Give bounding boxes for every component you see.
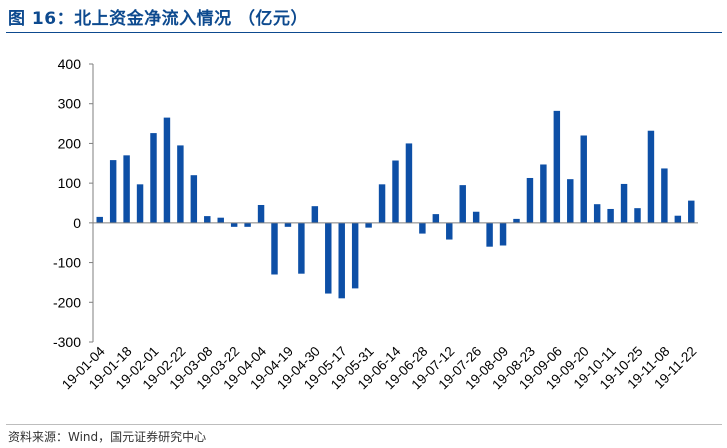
bar: [378, 184, 386, 223]
bar: [163, 117, 171, 223]
bar: [634, 208, 641, 223]
bar: [325, 222, 332, 294]
bar: [513, 218, 520, 223]
bar: [190, 175, 198, 223]
bar: [674, 215, 682, 223]
bar: [284, 222, 292, 227]
bar: [499, 222, 507, 246]
bar: [459, 185, 466, 223]
bar: [607, 208, 614, 223]
bar: [230, 222, 238, 227]
bar: [311, 206, 319, 223]
bar: [647, 130, 655, 223]
bar: [432, 214, 440, 223]
title-divider: [6, 32, 722, 33]
bar: [661, 168, 668, 223]
bar: [136, 184, 144, 223]
y-tick-label: -300: [53, 334, 81, 350]
bar: [244, 222, 251, 227]
y-tick-label: 0: [73, 215, 81, 231]
bar: [96, 216, 103, 223]
bar: [109, 160, 117, 223]
y-tick-label: 400: [58, 56, 82, 72]
bar: [620, 183, 628, 223]
bar: [257, 204, 265, 223]
y-tick-label: 100: [58, 175, 82, 191]
y-tick-label: -100: [53, 255, 81, 271]
bar: [446, 222, 453, 240]
bar: [298, 222, 305, 274]
y-tick-label: -200: [53, 294, 81, 310]
bar: [217, 217, 224, 223]
bar: [553, 110, 561, 223]
bar: [405, 143, 413, 223]
bar: [150, 133, 157, 223]
y-tick-label: 300: [58, 96, 82, 112]
source-divider: [6, 424, 722, 425]
bar: [580, 135, 587, 223]
bar: [177, 145, 184, 223]
bar: [688, 200, 695, 223]
bar: [540, 164, 547, 223]
bar: [593, 204, 601, 223]
bar: [486, 222, 493, 247]
bar: [123, 155, 130, 223]
bar: [271, 222, 278, 275]
source-note: 资料来源：Wind，国元证券研究中心: [8, 430, 207, 444]
bar: [365, 222, 372, 228]
bar: [526, 177, 534, 223]
y-tick-label: 200: [58, 135, 82, 151]
bar: [204, 216, 211, 223]
bar: [338, 222, 345, 299]
bar: [351, 222, 359, 289]
bar: [567, 179, 574, 223]
bar: [392, 160, 399, 223]
chart-title: 图 16：北上资金净流入情况 （亿元）: [8, 9, 308, 29]
bar: [419, 222, 426, 234]
bar: [472, 211, 480, 223]
